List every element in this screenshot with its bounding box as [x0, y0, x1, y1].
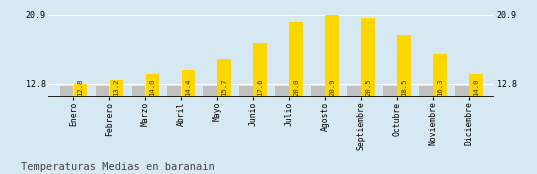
Bar — [311, 86, 325, 97]
Text: 13.2: 13.2 — [113, 79, 119, 96]
Bar — [146, 74, 159, 97]
Bar — [455, 86, 469, 97]
Text: 20.0: 20.0 — [293, 79, 299, 96]
Text: 17.6: 17.6 — [257, 79, 263, 96]
Bar — [253, 43, 267, 97]
Bar — [96, 86, 109, 97]
Bar — [469, 74, 483, 97]
Text: 20.9: 20.9 — [329, 79, 335, 96]
Bar — [397, 35, 411, 97]
Text: 14.4: 14.4 — [185, 79, 191, 96]
Bar — [361, 18, 375, 97]
Bar — [325, 15, 339, 97]
Bar — [132, 86, 145, 97]
Bar — [275, 86, 289, 97]
Bar — [217, 59, 231, 97]
Bar — [182, 70, 195, 97]
Text: 14.0: 14.0 — [149, 79, 155, 96]
Bar — [168, 86, 181, 97]
Text: Temperaturas Medias en baranain: Temperaturas Medias en baranain — [21, 162, 215, 172]
Text: 18.5: 18.5 — [401, 79, 407, 96]
Bar — [204, 86, 217, 97]
Text: 14.0: 14.0 — [473, 79, 479, 96]
Bar — [289, 22, 303, 97]
Bar — [240, 86, 253, 97]
Bar — [74, 84, 88, 97]
Text: 15.7: 15.7 — [221, 79, 227, 96]
Bar — [60, 86, 74, 97]
Bar — [347, 86, 361, 97]
Text: 12.8: 12.8 — [77, 79, 83, 96]
Text: 20.5: 20.5 — [365, 79, 371, 96]
Bar — [433, 54, 447, 97]
Bar — [383, 86, 397, 97]
Bar — [419, 86, 433, 97]
Bar — [110, 80, 124, 97]
Text: 16.3: 16.3 — [437, 79, 443, 96]
